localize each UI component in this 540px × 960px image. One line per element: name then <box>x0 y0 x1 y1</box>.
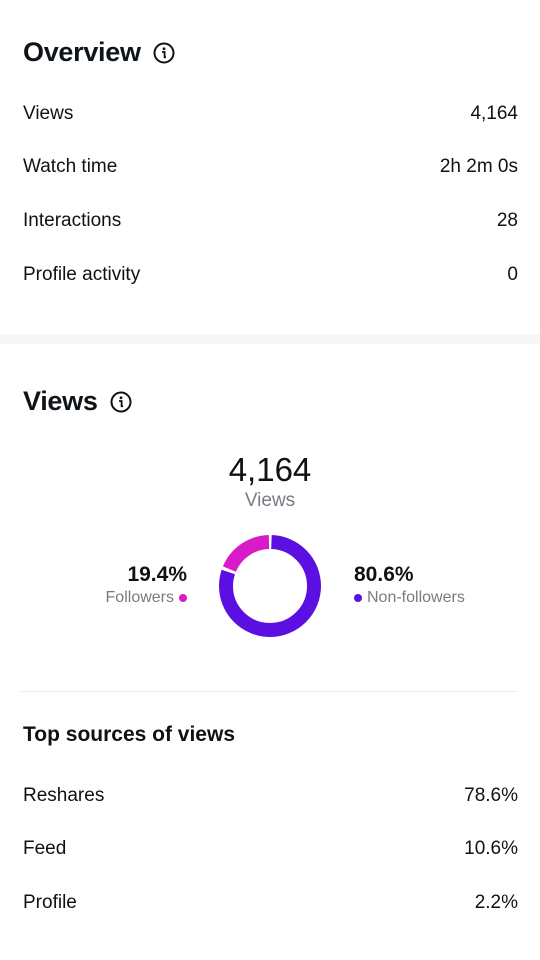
source-row-value: 2.2% <box>474 892 518 913</box>
overview-title: Overview <box>23 37 141 67</box>
overview-row-value: 0 <box>507 264 518 285</box>
divider <box>20 691 518 692</box>
overview-row-label: Interactions <box>23 210 122 231</box>
non-followers-label: Non-followers <box>367 589 465 606</box>
overview-row-views: Views 4,164 <box>23 99 518 129</box>
info-circle-icon[interactable] <box>153 42 175 64</box>
overview-row-interactions: Interactions 28 <box>23 206 518 236</box>
views-total: 4,164 <box>228 451 312 488</box>
source-row-label: Feed <box>23 838 67 859</box>
followers-label: Followers <box>105 589 174 606</box>
source-row-value: 78.6% <box>464 785 518 806</box>
overview-row-profile-activity: Profile activity 0 <box>23 260 518 290</box>
overview-row-value: 4,164 <box>470 103 518 124</box>
legend-followers: 19.4% Followers <box>106 563 187 607</box>
views-donut-chart <box>219 535 321 637</box>
followers-legend-label: Followers <box>106 589 187 607</box>
non-followers-legend-label: Non-followers <box>354 589 465 607</box>
views-title: Views <box>23 386 98 416</box>
views-total-label: Views <box>244 490 296 511</box>
overview-row-watch-time: Watch time 2h 2m 0s <box>23 152 518 182</box>
top-sources-title: Top sources of views <box>23 723 235 746</box>
legend-non-followers: 80.6% Non-followers <box>354 563 465 607</box>
non-followers-dot-icon <box>354 594 362 602</box>
source-row-label: Reshares <box>23 785 105 806</box>
overview-row-value: 28 <box>496 210 518 231</box>
overview-row-label: Watch time <box>23 156 118 177</box>
source-row-value: 10.6% <box>464 838 518 859</box>
donut-segment-non-followers <box>219 535 321 637</box>
source-row-feed: Feed 10.6% <box>23 834 518 864</box>
views-header: Views <box>23 386 132 417</box>
source-row-profile: Profile 2.2% <box>23 888 518 918</box>
followers-dot-icon <box>179 594 187 602</box>
non-followers-percent: 80.6% <box>354 563 414 586</box>
source-row-label: Profile <box>23 892 77 913</box>
section-divider <box>0 334 540 344</box>
overview-header: Overview <box>23 37 175 68</box>
overview-row-label: Views <box>23 103 74 124</box>
overview-row-value: 2h 2m 0s <box>439 156 518 177</box>
source-row-reshares: Reshares 78.6% <box>23 781 518 811</box>
overview-row-label: Profile activity <box>23 264 141 285</box>
followers-percent: 19.4% <box>127 563 187 586</box>
info-circle-icon[interactable] <box>110 391 132 413</box>
